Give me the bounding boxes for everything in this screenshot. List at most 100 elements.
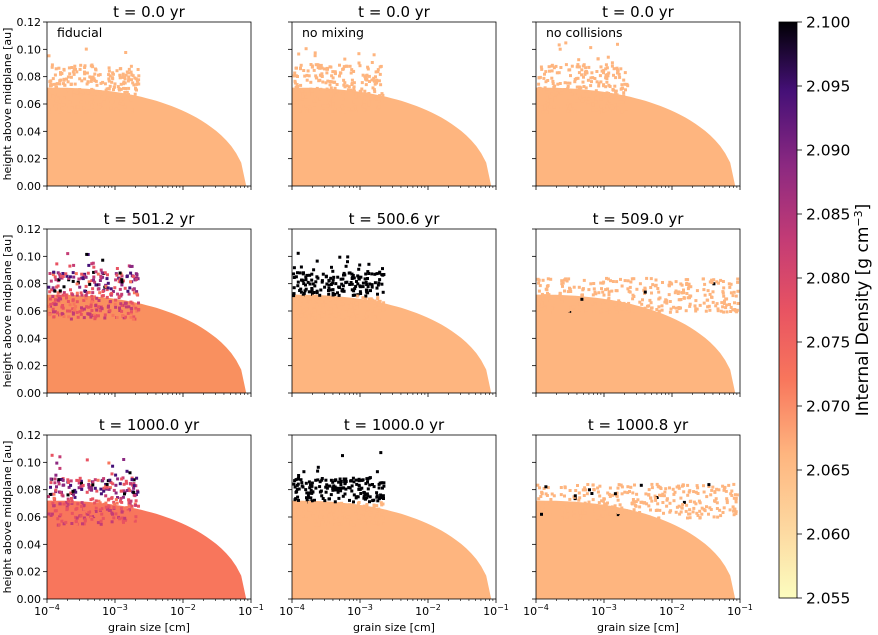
grain-cell: [79, 92, 83, 96]
grain-cell: [578, 516, 582, 520]
grain-cell: [591, 293, 595, 297]
grain-cell: [377, 317, 381, 321]
grain-cell: [545, 294, 549, 298]
grain-cell: [567, 107, 571, 111]
grain-cell: [115, 507, 119, 511]
grain-cell: [131, 274, 135, 278]
grain-cell: [378, 309, 382, 313]
grain-cell: [736, 289, 740, 293]
grain-cell: [708, 292, 712, 296]
grain-cell: [333, 109, 337, 113]
grain-cell: [83, 519, 87, 523]
grain-cell: [106, 96, 110, 100]
grain-cell: [559, 66, 563, 69]
grain-cell: [643, 306, 647, 310]
grain-cell: [583, 511, 587, 515]
grain-cell: [132, 315, 136, 319]
grain-cell: [101, 258, 105, 262]
grain-cell: [590, 71, 594, 75]
grain-cell: [378, 306, 382, 310]
grain-cell: [572, 514, 576, 518]
grain-cell: [551, 79, 555, 83]
grain-cell: [112, 85, 116, 89]
grain-cell: [539, 87, 543, 91]
grain-cell: [362, 504, 366, 508]
grain-cell: [569, 306, 573, 310]
grain-cell: [679, 496, 683, 500]
grain-cell: [354, 92, 358, 96]
grain-cell: [638, 282, 642, 286]
grain-cell: [610, 505, 614, 509]
grain-cell: [50, 288, 54, 292]
grain-cell: [375, 509, 379, 513]
grain-cell: [303, 92, 307, 96]
grain-cell: [613, 84, 617, 88]
grain-cell: [94, 510, 98, 513]
panel-title: t = 509.0 yr: [593, 210, 685, 228]
grain-cell: [375, 504, 379, 508]
grain-cell: [131, 514, 135, 518]
grain-cell: [330, 80, 334, 84]
grain-cell: [329, 102, 333, 106]
grain-cell: [62, 82, 65, 86]
grain-cell: [708, 506, 712, 510]
grain-cell: [96, 272, 100, 276]
grain-cell: [94, 270, 98, 274]
grain-cell: [723, 299, 726, 303]
grain-cell: [700, 506, 704, 510]
grain-cell: [70, 497, 73, 500]
grain-cell: [543, 302, 547, 306]
grain-cell: [60, 276, 64, 280]
grain-cell: [56, 284, 60, 288]
grain-cell: [55, 262, 59, 266]
grain-cell: [607, 92, 610, 95]
x-tick-label: 10−1: [483, 603, 509, 618]
grain-cell: [118, 271, 122, 275]
grain-cell: [47, 107, 51, 111]
grain-cell: [375, 286, 379, 290]
grain-cell: [305, 307, 309, 311]
grain-cell: [107, 66, 111, 70]
grain-cell: [362, 108, 366, 112]
grain-cell: [550, 63, 554, 67]
grain-cell: [378, 72, 382, 76]
grain-cell: [553, 501, 557, 504]
grain-cell: [702, 301, 706, 305]
grain-cell: [336, 490, 340, 494]
grain-cell: [111, 72, 115, 76]
grain-cell: [373, 82, 377, 86]
grain-cell: [50, 63, 54, 67]
grain-cell: [112, 88, 115, 92]
grain-cell: [53, 481, 57, 485]
grain-cell: [312, 294, 316, 298]
grain-cell: [544, 287, 548, 291]
panel-1-0: t = 501.2 yr0.000.020.040.060.080.100.12…: [1, 210, 252, 400]
grain-cell: [537, 497, 541, 501]
grain-cell: [315, 305, 319, 308]
grain-cell: [86, 512, 90, 516]
grain-cell: [607, 296, 611, 300]
grain-cell: [118, 306, 121, 310]
grain-cell: [337, 502, 341, 506]
grain-cell: [97, 299, 101, 302]
grain-cell: [619, 67, 623, 71]
grain-cell: [113, 82, 117, 86]
grain-cell: [357, 277, 361, 281]
grain-cell: [366, 277, 369, 280]
grain-cell: [323, 499, 327, 503]
grain-cell: [104, 522, 107, 525]
grain-cell: [50, 453, 54, 457]
grain-cell: [132, 303, 136, 307]
density-region: [47, 500, 247, 599]
grain-cell: [582, 97, 586, 101]
grain-cell: [588, 488, 591, 492]
grain-cell: [336, 488, 340, 492]
grain-cell: [322, 313, 326, 317]
x-tick-label: 10−3: [102, 603, 128, 618]
grain-cell: [350, 68, 354, 72]
grain-cell: [358, 263, 362, 267]
grain-cell: [607, 308, 611, 312]
grain-cell: [75, 282, 79, 286]
grain-cell: [662, 511, 665, 515]
grain-cell: [602, 68, 606, 72]
